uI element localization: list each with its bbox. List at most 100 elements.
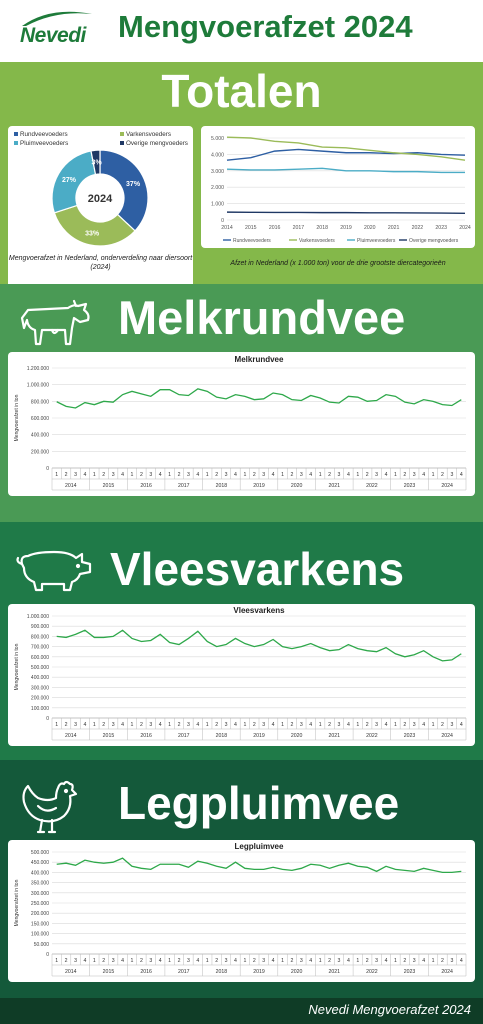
ytick-label: 0 xyxy=(46,952,49,958)
trend-legend-label-1: Varkensvoeders xyxy=(299,238,335,244)
quarter-label: 3 xyxy=(262,472,265,478)
section-totalen: Totalen Rundveevoeders Varkensvoeders Plui… xyxy=(0,62,483,312)
year-label: 2016 xyxy=(140,483,152,489)
quarter-label: 1 xyxy=(168,472,171,478)
quarter-label: 1 xyxy=(131,958,134,964)
section-title-totalen: Totalen xyxy=(161,65,322,117)
trend-ytick: 0 xyxy=(221,218,224,224)
y-axis-label: Mengvoerafzet in ton xyxy=(14,643,20,690)
quarter-label: 2 xyxy=(253,722,256,728)
quarter-label: 4 xyxy=(385,472,388,478)
ytick-label: 0 xyxy=(46,466,49,472)
ytick-label: 1.000.000 xyxy=(27,383,49,389)
quarter-label: 4 xyxy=(347,958,350,964)
ytick-label: 50.000 xyxy=(34,942,50,948)
quarter-label: 2 xyxy=(366,722,369,728)
quarter-label: 4 xyxy=(121,722,124,728)
year-label: 2024 xyxy=(441,969,453,975)
trend-xtick: 2014 xyxy=(221,225,233,231)
quarter-label: 4 xyxy=(272,722,275,728)
year-label: 2022 xyxy=(366,733,378,739)
pig-icon xyxy=(16,550,92,592)
trend-ytick: 3.000 xyxy=(211,169,224,175)
trend-legend-label-2: Pluimveevoeders xyxy=(357,238,396,244)
year-label: 2018 xyxy=(216,969,228,975)
ytick-label: 600.000 xyxy=(31,416,49,422)
quarter-label: 3 xyxy=(225,722,228,728)
quarter-label: 2 xyxy=(65,958,68,964)
quarter-label: 4 xyxy=(385,958,388,964)
ytick-label: 400.000 xyxy=(31,675,49,681)
quarter-label: 3 xyxy=(413,472,416,478)
nevedi-logo-swoosh xyxy=(22,11,92,26)
quarter-label: 4 xyxy=(385,722,388,728)
trend-legend-label-3: Overige mengvoeders xyxy=(409,238,459,244)
ytick-label: 200.000 xyxy=(31,696,49,702)
melk-panel: Melkrundvee 0 200.000 400.000 600.000 800.000… xyxy=(8,352,475,496)
quarter-label: 3 xyxy=(112,722,115,728)
chicken-icon xyxy=(22,780,78,834)
year-label: 2020 xyxy=(291,733,303,739)
ytick-label: 400.000 xyxy=(31,433,49,439)
trend-xtick: 2015 xyxy=(245,225,257,231)
trend-series-3 xyxy=(226,211,466,214)
year-label: 2024 xyxy=(441,483,453,489)
year-label: 2015 xyxy=(103,969,115,975)
quarter-label: 3 xyxy=(74,958,77,964)
quarter-label: 3 xyxy=(413,958,416,964)
year-label: 2018 xyxy=(216,733,228,739)
quarter-label: 2 xyxy=(253,472,256,478)
quarter-label: 3 xyxy=(262,958,265,964)
quarter-label: 4 xyxy=(272,472,275,478)
quarter-label: 2 xyxy=(178,722,181,728)
data-line xyxy=(56,857,462,874)
quarter-label: 4 xyxy=(159,472,162,478)
quarter-label: 3 xyxy=(338,722,341,728)
slice-label-1: 33% xyxy=(85,231,100,238)
quarter-label: 1 xyxy=(281,722,284,728)
quarter-label: 4 xyxy=(272,958,275,964)
footer-text: Nevedi Mengvoerafzet 2024 xyxy=(308,1002,471,1017)
quarter-label: 3 xyxy=(225,958,228,964)
quarter-label: 3 xyxy=(112,472,115,478)
quarter-label: 3 xyxy=(375,722,378,728)
quarter-label: 1 xyxy=(319,722,322,728)
quarter-label: 2 xyxy=(215,722,218,728)
quarter-label: 1 xyxy=(93,958,96,964)
quarter-label: 2 xyxy=(290,958,293,964)
trend-xtick: 2017 xyxy=(293,225,305,231)
varkens-panel: Vleesvarkens 0 100.000 200.000 300.000 400.00… xyxy=(8,604,475,746)
quarter-label: 1 xyxy=(356,958,359,964)
section-vleesvarkens: Vleesvarkens Vleesvarkens 0 100.000 200.000… xyxy=(0,522,483,760)
section-title-legpluimvee: Legpluimvee xyxy=(118,777,400,829)
trend-xtick: 2018 xyxy=(316,225,328,231)
quarter-label: 1 xyxy=(243,722,246,728)
quarter-label: 1 xyxy=(356,472,359,478)
year-label: 2015 xyxy=(103,733,115,739)
quarter-label: 4 xyxy=(234,722,237,728)
donut-panel: Rundveevoeders Varkensvoeders Pluimveevoed… xyxy=(8,126,193,312)
quarter-label: 1 xyxy=(394,472,397,478)
section-melkrundvee: Melkrundvee Melkrundvee 0 200.000 400.000 60… xyxy=(0,284,483,522)
quarter-label: 4 xyxy=(347,472,350,478)
trend-series-1 xyxy=(226,136,466,161)
year-label: 2021 xyxy=(328,733,340,739)
quarter-label: 2 xyxy=(403,958,406,964)
quarter-label: 2 xyxy=(403,472,406,478)
quarter-label: 3 xyxy=(187,958,190,964)
quarter-label: 4 xyxy=(309,722,312,728)
trend-xtick: 2019 xyxy=(340,225,352,231)
trend-series-0 xyxy=(226,148,466,161)
donut-caption: Mengvoerafzet in Nederland, onderverdeli… xyxy=(8,255,193,271)
quarter-label: 1 xyxy=(319,958,322,964)
quarter-label: 1 xyxy=(55,958,58,964)
year-label: 2014 xyxy=(65,969,77,975)
ytick-label: 350.000 xyxy=(31,881,49,887)
quarter-label: 1 xyxy=(206,722,209,728)
quarter-label: 1 xyxy=(243,958,246,964)
quarter-label: 4 xyxy=(460,472,463,478)
trend-xtick: 2021 xyxy=(388,225,400,231)
year-label: 2015 xyxy=(103,483,115,489)
quarter-label: 2 xyxy=(328,472,331,478)
legend-swatch-3 xyxy=(120,141,124,145)
